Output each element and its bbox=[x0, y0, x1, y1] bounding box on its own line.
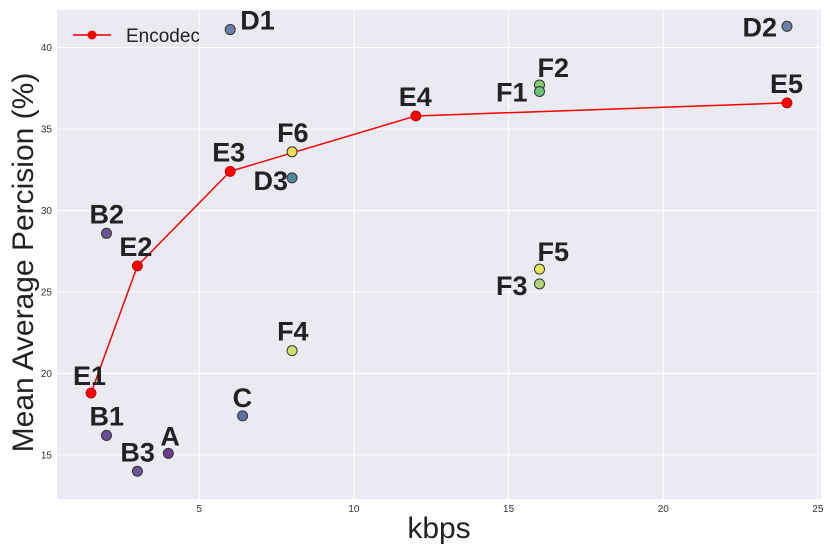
point-d3 bbox=[286, 172, 298, 184]
point-label-d3: D3 bbox=[254, 166, 289, 196]
point-e5 bbox=[781, 97, 793, 109]
point-label-f1: F1 bbox=[496, 78, 528, 108]
point-f4 bbox=[286, 345, 298, 357]
x-tick-label: 5 bbox=[197, 504, 203, 515]
point-label-d2: D2 bbox=[742, 12, 777, 42]
grid-lines bbox=[57, 10, 821, 499]
point-label-e3: E3 bbox=[212, 137, 245, 167]
legend-marker bbox=[87, 30, 97, 40]
point-label-e1: E1 bbox=[73, 361, 106, 391]
point-label-d1: D1 bbox=[240, 6, 275, 36]
point-f1 bbox=[534, 86, 546, 97]
y-tick-label: 40 bbox=[41, 43, 53, 54]
y-tick-label: 15 bbox=[41, 450, 53, 461]
point-b3 bbox=[131, 465, 143, 477]
point-label-f3: F3 bbox=[496, 271, 528, 301]
point-label-f4: F4 bbox=[277, 317, 309, 347]
x-tick-label: 10 bbox=[348, 504, 360, 515]
series-layer bbox=[85, 97, 793, 399]
point-b2 bbox=[100, 227, 112, 239]
point-label-f2: F2 bbox=[538, 53, 570, 83]
point-label-e2: E2 bbox=[119, 232, 152, 262]
point-label-f5: F5 bbox=[538, 237, 570, 267]
x-tick-label: 20 bbox=[658, 504, 670, 515]
y-tick-label: 20 bbox=[41, 369, 53, 380]
point-f6 bbox=[286, 146, 298, 158]
point-e3 bbox=[224, 165, 236, 177]
point-label-b3: B3 bbox=[120, 437, 155, 467]
point-label-b2: B2 bbox=[89, 199, 124, 229]
legend-label-encodec: Encodec bbox=[126, 26, 200, 47]
y-axis-title: Mean Average Percision (%) bbox=[7, 73, 40, 453]
point-c bbox=[237, 410, 249, 422]
x-axis-title: kbps bbox=[407, 512, 470, 545]
point-d1 bbox=[224, 24, 236, 36]
point-f5 bbox=[534, 263, 546, 275]
point-d2 bbox=[781, 20, 793, 32]
y-tick-label: 30 bbox=[41, 206, 53, 217]
point-a bbox=[162, 447, 174, 459]
point-label-e4: E4 bbox=[399, 82, 432, 112]
point-e4 bbox=[410, 110, 422, 122]
tick-labels: 5 10 15 20 25 15 20 25 30 35 40 bbox=[41, 43, 824, 515]
point-label-f6: F6 bbox=[277, 118, 309, 148]
point-label-c: C bbox=[233, 383, 253, 413]
y-tick-label: 25 bbox=[41, 287, 53, 298]
points-layer bbox=[100, 20, 793, 477]
legend: Encodec bbox=[73, 26, 200, 47]
point-label-a: A bbox=[160, 421, 180, 451]
point-label-e5: E5 bbox=[770, 69, 803, 99]
x-tick-label: 15 bbox=[503, 504, 515, 515]
x-tick-label: 25 bbox=[812, 504, 824, 515]
plot-area bbox=[57, 10, 821, 499]
y-tick-label: 35 bbox=[41, 124, 53, 135]
point-f3 bbox=[534, 278, 546, 290]
point-label-b1: B1 bbox=[89, 401, 124, 431]
point-b1 bbox=[100, 429, 112, 441]
point-e2 bbox=[132, 260, 143, 272]
point-e1 bbox=[85, 387, 97, 399]
point-labels: E1 E2 E3 E4 E5 D1 D2 F2 F1 F6 D3 B2 F5 F3 F4 C B1 AB3 bbox=[73, 6, 803, 468]
